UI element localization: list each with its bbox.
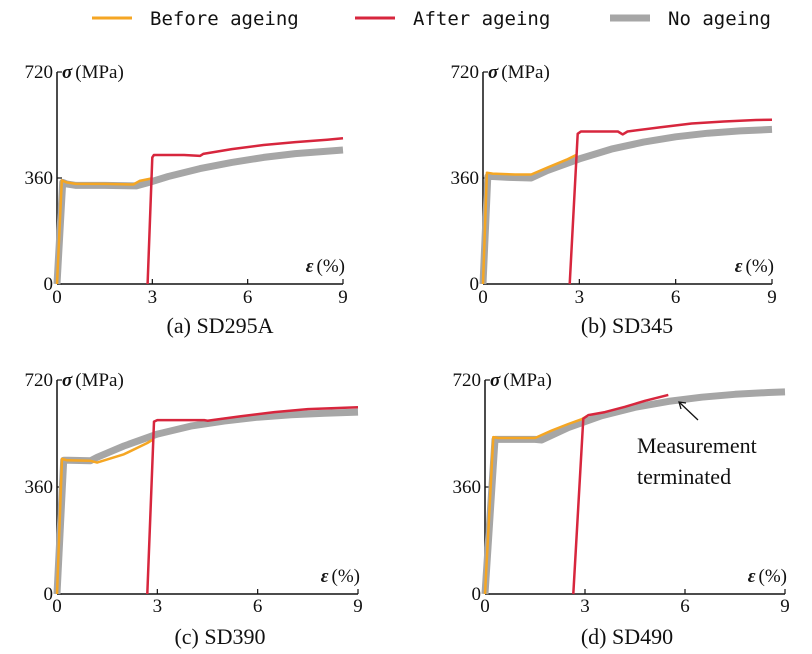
y-axis-unit: (MPa) xyxy=(503,370,552,391)
x-axis-unit: (%) xyxy=(746,256,774,277)
annotation-arrow-shaft xyxy=(678,401,699,421)
x-axis-label: ε (%) xyxy=(735,256,774,277)
annotation-line-1: Measurement xyxy=(637,433,757,458)
legend: Before ageing After ageing No ageing xyxy=(92,8,771,30)
series-line-before-ageing xyxy=(55,437,155,595)
y-tick-label: 720 xyxy=(25,62,54,83)
y-tick-label: 720 xyxy=(451,62,480,83)
x-tick-label: 9 xyxy=(767,287,777,308)
x-tick-label: 3 xyxy=(153,596,163,617)
y-axis-symbol: σ xyxy=(488,62,499,83)
legend-label-after-ageing: After ageing xyxy=(413,8,550,30)
series-line-after-ageing xyxy=(146,406,359,595)
panel-sd490: 0 360 720 0 3 6 9 σ (MPa) ε (%) (d) SD490 Measuremen… xyxy=(453,370,790,649)
series-line-before-ageing xyxy=(481,153,577,285)
y-axis-symbol: σ xyxy=(62,370,73,391)
panel-sd345: 0 360 720 0 3 6 9 σ (MPa) ε (%) (b) SD345 xyxy=(451,62,777,338)
x-tick-label: 6 xyxy=(243,287,253,308)
annotation-line-2: terminated xyxy=(637,464,731,489)
y-tick-label: 0 xyxy=(470,274,480,295)
y-axis-unit: (MPa) xyxy=(75,62,124,83)
annotation-arrow-head xyxy=(678,401,687,410)
x-axis-symbol: ε xyxy=(306,256,314,277)
series-line-after-ageing xyxy=(568,118,773,285)
x-axis-label: ε (%) xyxy=(306,256,345,277)
panel-caption: (b) SD345 xyxy=(581,313,673,338)
x-tick-label: 9 xyxy=(780,596,790,617)
x-axis-unit: (%) xyxy=(317,256,345,277)
legend-label-no-ageing: No ageing xyxy=(668,8,771,30)
panel-sd390: 0 360 720 0 3 6 9 σ (MPa) ε (%) (c) SD390 xyxy=(25,370,363,649)
legend-label-before-ageing: Before ageing xyxy=(150,8,299,30)
series-line-after-ageing xyxy=(146,137,344,285)
x-tick-label: 3 xyxy=(580,596,590,617)
x-tick-label: 3 xyxy=(148,287,158,308)
x-axis-symbol: ε xyxy=(748,566,756,587)
y-tick-label: 360 xyxy=(25,477,54,498)
y-tick-label: 0 xyxy=(472,584,482,605)
x-tick-label: 6 xyxy=(671,287,681,308)
y-axis-label: σ (MPa) xyxy=(62,370,124,391)
series-line-no-ageing xyxy=(481,388,786,595)
y-axis-symbol: σ xyxy=(62,62,73,83)
x-axis-label: ε (%) xyxy=(748,566,787,587)
y-tick-label: 720 xyxy=(453,370,482,391)
y-tick-label: 360 xyxy=(25,168,54,189)
panel-sd295a: 0 360 720 0 3 6 9 σ (MPa) ε (%) (a) SD295A xyxy=(25,62,348,338)
series-line-before-ageing xyxy=(483,415,588,595)
x-tick-label: 0 xyxy=(478,287,488,308)
y-tick-label: 720 xyxy=(25,370,54,391)
panel-caption: (d) SD490 xyxy=(581,624,673,649)
series-line-after-ageing xyxy=(572,393,669,595)
x-tick-label: 3 xyxy=(575,287,585,308)
x-axis-unit: (%) xyxy=(759,566,787,587)
x-tick-label: 0 xyxy=(480,596,490,617)
x-tick-label: 9 xyxy=(338,287,348,308)
series-line-no-ageing xyxy=(53,408,359,595)
y-axis-label: σ (MPa) xyxy=(490,370,552,391)
y-tick-label: 0 xyxy=(44,584,54,605)
panel-caption: (a) SD295A xyxy=(167,313,274,338)
x-tick-label: 0 xyxy=(52,596,62,617)
y-tick-label: 360 xyxy=(451,168,480,189)
y-axis-unit: (MPa) xyxy=(75,370,124,391)
series-line-no-ageing xyxy=(53,146,344,285)
x-tick-label: 9 xyxy=(353,596,363,617)
y-axis-label: σ (MPa) xyxy=(62,62,124,83)
y-tick-label: 0 xyxy=(44,274,54,295)
x-axis-unit: (%) xyxy=(332,566,360,587)
x-tick-label: 6 xyxy=(253,596,263,617)
x-axis-label: ε (%) xyxy=(321,566,360,587)
y-axis-unit: (MPa) xyxy=(501,62,550,83)
panel-caption: (c) SD390 xyxy=(174,624,265,649)
series-line-before-ageing xyxy=(55,177,151,285)
y-axis-label: σ (MPa) xyxy=(488,62,550,83)
y-tick-label: 360 xyxy=(453,477,482,498)
x-axis-symbol: ε xyxy=(735,256,743,277)
y-axis-symbol: σ xyxy=(490,370,501,391)
x-tick-label: 0 xyxy=(52,287,62,308)
x-axis-symbol: ε xyxy=(321,566,329,587)
series-line-no-ageing xyxy=(479,125,773,285)
x-tick-label: 6 xyxy=(680,596,690,617)
